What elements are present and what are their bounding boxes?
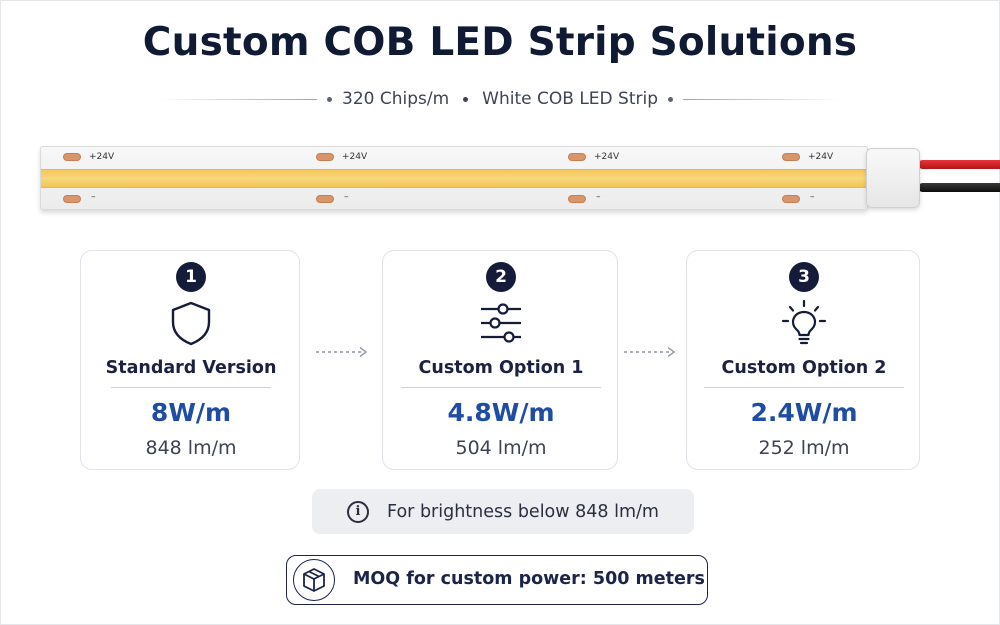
sliders-icon — [481, 303, 521, 343]
option-card-custom-2: 3 Custom Option 2 2.4W/m 252 lm/m — [686, 250, 920, 470]
pad-label-negative: – — [344, 192, 349, 202]
subtitle-line-left — [160, 98, 318, 100]
led-strip-emitter — [41, 169, 869, 188]
card-divider — [401, 387, 601, 388]
info-icon: i — [347, 500, 370, 523]
wire-black — [918, 183, 1000, 192]
option-lumen: 504 lm/m — [455, 437, 547, 459]
brightness-note-text: For brightness below 848 lm/m — [387, 501, 659, 522]
pad-label-negative: – — [91, 192, 96, 202]
solder-pad-positive — [782, 153, 800, 161]
pad-label-positive: +24V — [342, 152, 368, 162]
option-card-standard: 1 Standard Version 8W/m 848 lm/m — [80, 250, 300, 470]
solder-pad-negative — [568, 195, 586, 203]
wire-red — [918, 160, 1000, 169]
pad-label-positive: +24V — [808, 152, 834, 162]
strip-end-cap — [866, 148, 920, 208]
shield-icon — [171, 301, 211, 346]
solder-pad-negative — [316, 195, 334, 203]
option-power: 4.8W/m — [447, 398, 555, 427]
option-label: Custom Option 2 — [721, 358, 887, 378]
solder-pad-positive — [568, 153, 586, 161]
solder-pad-negative — [782, 195, 800, 203]
option-power: 8W/m — [150, 398, 232, 427]
page-title: Custom COB LED Strip Solutions — [142, 20, 858, 65]
subtitle-line-right — [683, 98, 841, 100]
pad-label-positive: +24V — [89, 152, 115, 162]
spec-type: White COB LED Strip — [482, 89, 658, 109]
subtitle-dot-right — [668, 96, 673, 102]
spec-chips: 320 Chips/m — [342, 89, 450, 109]
option-label: Custom Option 1 — [418, 358, 584, 378]
pad-label-negative: – — [810, 192, 815, 202]
box-icon — [303, 568, 325, 592]
card-divider — [111, 387, 271, 388]
option-label: Standard Version — [105, 358, 277, 378]
option-lumen: 848 lm/m — [145, 437, 237, 459]
lightbulb-icon — [781, 299, 827, 345]
subtitle-row: 320 Chips/m White COB LED Strip — [160, 86, 841, 112]
option-lumen: 252 lm/m — [758, 437, 850, 459]
pad-label-positive: +24V — [594, 152, 620, 162]
subtitle-separator — [463, 96, 469, 102]
moq-icon-circle — [293, 559, 335, 601]
led-strip-image: +24V – +24V – +24V – +24V – — [40, 146, 869, 210]
moq-text: MOQ for custom power: 500 meters — [353, 569, 705, 589]
card-divider — [704, 387, 904, 388]
dashed-arrow-icon — [624, 346, 676, 358]
dashed-arrow-icon — [316, 346, 368, 358]
brightness-note: i For brightness below 848 lm/m — [312, 489, 694, 534]
pad-label-negative: – — [596, 192, 601, 202]
subtitle-dot-left — [327, 96, 333, 102]
step-badge: 1 — [176, 262, 206, 292]
option-power: 2.4W/m — [750, 398, 858, 427]
solder-pad-positive — [316, 153, 334, 161]
option-card-custom-1: 2 Custom Option 1 4.8W/m 504 lm/m — [382, 250, 618, 470]
moq-banner: MOQ for custom power: 500 meters — [286, 555, 708, 605]
step-badge: 2 — [486, 262, 516, 292]
solder-pad-negative — [63, 195, 81, 203]
step-badge: 3 — [789, 262, 819, 292]
solder-pad-positive — [63, 153, 81, 161]
